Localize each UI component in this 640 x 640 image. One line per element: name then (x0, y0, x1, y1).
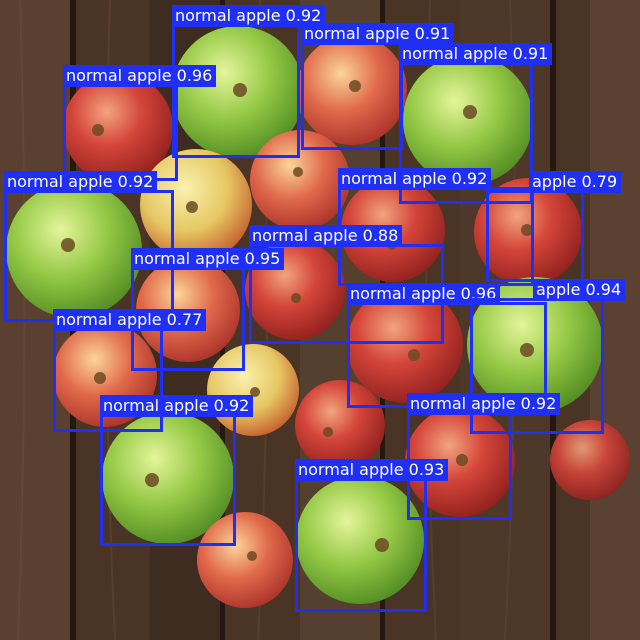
apple (63, 73, 173, 183)
apple (347, 287, 463, 403)
detection-label: normal apple 0.91 (301, 23, 455, 45)
apple (467, 277, 603, 413)
detection-label: normal apple 0.93 (295, 459, 449, 481)
detection-box: normal apple 0.88 (249, 225, 444, 344)
detection-label: normal apple 0.92 (172, 5, 326, 27)
detection-label: normal apple 0.96 (63, 65, 217, 87)
apple (102, 412, 234, 544)
detection-box: normal apple 0.91 (399, 43, 553, 204)
detection-label: normal apple 0.92 (4, 171, 158, 193)
detection-box: normal apple 0.93 (295, 459, 449, 612)
detection-label: apple 0.94 (533, 279, 626, 301)
detection-label: normal apple 0.92 (407, 393, 561, 415)
detection-box: normal apple 0.92 (100, 395, 254, 546)
detection-label: normal apple 0.95 (131, 248, 285, 270)
detection-label: normal apple 0.77 (53, 309, 207, 331)
apple (296, 476, 424, 604)
apple (6, 182, 142, 318)
detection-label: normal apple 0.92 (338, 168, 492, 190)
detection-box: normal apple 0.92 (172, 5, 326, 158)
apple (295, 380, 385, 470)
detection-box: normal apple 0.96 (63, 65, 217, 181)
apple (550, 420, 630, 500)
detection-label: normal apple 0.91 (399, 43, 553, 65)
detection-label: normal apple 0.88 (249, 225, 403, 247)
apple (197, 512, 293, 608)
apple (403, 55, 533, 185)
detection-label: normal apple 0.96 (347, 283, 501, 305)
detection-box: normal apple 0.77 (53, 309, 207, 432)
detection-box: normal apple 0.91 (301, 23, 455, 150)
detection-label: normal apple 0.92 (100, 395, 254, 417)
detection-box: apple 0.94 (470, 279, 626, 434)
detection-label: apple 0.79 (529, 171, 622, 193)
detection-box: apple 0.79 (486, 171, 622, 282)
